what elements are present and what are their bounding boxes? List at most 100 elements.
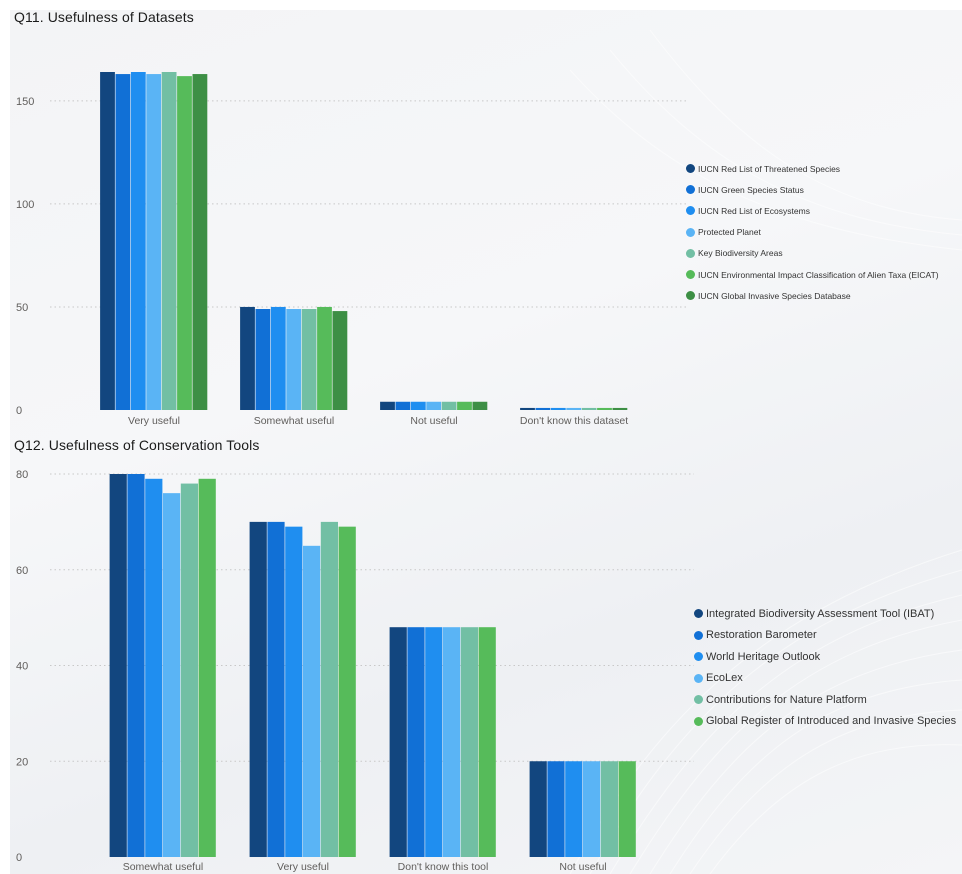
q12-bar[interactable] bbox=[320, 521, 338, 858]
legend-marker-icon bbox=[686, 227, 695, 237]
q12-bar[interactable] bbox=[529, 761, 547, 857]
q11-legend-item[interactable]: IUCN Red List of Ecosystems bbox=[686, 200, 939, 221]
legend-label: EcoLex bbox=[706, 672, 743, 685]
q12-bar[interactable] bbox=[425, 627, 443, 857]
q11-bar[interactable] bbox=[535, 407, 551, 410]
q11-bar[interactable] bbox=[566, 407, 582, 410]
q11-bar[interactable] bbox=[301, 309, 317, 410]
q12-bar[interactable] bbox=[389, 627, 407, 857]
q12-chart-panel: Q12. Usefulness of Conservation Tools 0 2… bbox=[10, 436, 962, 874]
q12-legend-item[interactable]: World Heritage Outlook bbox=[694, 646, 956, 668]
q11-legend-item[interactable]: Key Biodiversity Areas bbox=[686, 243, 939, 264]
q11-legend-item[interactable]: IUCN Green Species Status bbox=[686, 179, 939, 200]
q12-legend-item[interactable]: Integrated Biodiversity Assessment Tool … bbox=[694, 603, 956, 625]
q12-category-label: Don't know this tool bbox=[398, 861, 489, 873]
q11-bar[interactable] bbox=[581, 407, 597, 410]
q12-legend: Integrated Biodiversity Assessment Tool … bbox=[694, 603, 956, 732]
legend-marker-icon bbox=[686, 291, 695, 301]
q11-bar[interactable] bbox=[286, 309, 302, 410]
q12-bar[interactable] bbox=[285, 526, 303, 857]
legend-marker-icon bbox=[694, 630, 703, 640]
q12-bar[interactable] bbox=[267, 521, 285, 858]
q11-bar[interactable] bbox=[161, 72, 177, 410]
q12-bar[interactable] bbox=[460, 627, 478, 857]
legend-marker-icon bbox=[686, 270, 695, 280]
q12-bar[interactable] bbox=[127, 474, 145, 857]
q11-bar[interactable] bbox=[177, 76, 192, 411]
q11-bar[interactable] bbox=[472, 401, 488, 410]
q11-legend-item[interactable]: IUCN Environmental Impact Classification… bbox=[686, 264, 939, 285]
q11-bar[interactable] bbox=[255, 309, 271, 410]
legend-label: IUCN Red List of Threatened Species bbox=[698, 163, 841, 174]
q11-bar[interactable] bbox=[612, 407, 628, 410]
q11-bar[interactable] bbox=[441, 401, 457, 410]
q12-bar[interactable] bbox=[583, 761, 601, 857]
q11-bar[interactable] bbox=[130, 72, 146, 410]
q12-bar[interactable] bbox=[547, 761, 565, 857]
q11-chart-panel: Q11. Usefulness of Datasets 0 50 100 150 Ver… bbox=[10, 10, 962, 440]
q12-bar[interactable] bbox=[198, 478, 216, 857]
q11-bar[interactable] bbox=[520, 407, 535, 410]
q11-legend-item[interactable]: IUCN Red List of Threatened Species bbox=[686, 158, 939, 179]
q12-bar[interactable] bbox=[443, 627, 461, 857]
q12-legend-item[interactable]: Global Register of Introduced and Invasi… bbox=[694, 711, 956, 733]
q11-bar[interactable] bbox=[380, 401, 395, 410]
q12-y-tick-label: 20 bbox=[16, 756, 28, 768]
q11-bar[interactable] bbox=[317, 306, 332, 410]
legend-marker-icon bbox=[686, 206, 695, 216]
q11-y-tick-label: 150 bbox=[16, 96, 34, 108]
q12-bar[interactable] bbox=[478, 627, 496, 857]
q12-bar-chart: 0 20 40 60 80 Somewhat useful Very useful Don't… bbox=[16, 469, 694, 873]
legend-label: Integrated Biodiversity Assessment Tool … bbox=[706, 607, 935, 620]
legend-marker-icon bbox=[694, 652, 703, 662]
q12-chart-title: Q12. Usefulness of Conservation Tools bbox=[14, 437, 260, 453]
legend-label: IUCN Environmental Impact Classification… bbox=[698, 269, 939, 280]
q12-bar[interactable] bbox=[338, 526, 356, 857]
legend-label: Restoration Barometer bbox=[706, 629, 817, 642]
q12-bar[interactable] bbox=[163, 493, 181, 857]
q12-bar[interactable] bbox=[145, 478, 163, 857]
q11-bar[interactable] bbox=[240, 306, 255, 410]
legend-label: IUCN Red List of Ecosystems bbox=[698, 205, 810, 216]
q11-bar[interactable] bbox=[115, 74, 131, 410]
q11-category-label: Very useful bbox=[128, 415, 180, 427]
q11-legend-item[interactable]: Protected Planet bbox=[686, 222, 939, 243]
q12-legend-item[interactable]: Contributions for Nature Platform bbox=[694, 689, 956, 711]
q11-bar[interactable] bbox=[550, 407, 566, 410]
q12-bar[interactable] bbox=[180, 483, 198, 857]
q12-category-label: Not useful bbox=[559, 861, 606, 873]
q12-bar[interactable] bbox=[618, 761, 636, 857]
q11-legend-item[interactable]: IUCN Global Invasive Species Database bbox=[686, 285, 939, 306]
q11-bar[interactable] bbox=[410, 401, 426, 410]
q11-bar[interactable] bbox=[426, 401, 442, 410]
q12-legend-item[interactable]: Restoration Barometer bbox=[694, 625, 956, 647]
legend-label: Key Biodiversity Areas bbox=[698, 248, 783, 259]
legend-marker-icon bbox=[694, 716, 703, 726]
q11-category-label: Don't know this dataset bbox=[520, 415, 628, 427]
q12-bar[interactable] bbox=[109, 474, 127, 857]
q12-bar[interactable] bbox=[303, 545, 321, 857]
q11-bar[interactable] bbox=[395, 401, 411, 410]
q11-bar[interactable] bbox=[192, 74, 208, 410]
q11-bar[interactable] bbox=[100, 72, 115, 410]
q11-bar[interactable] bbox=[597, 407, 612, 410]
q11-bar[interactable] bbox=[332, 311, 348, 410]
q11-bar[interactable] bbox=[270, 306, 286, 410]
q12-legend-item[interactable]: EcoLex bbox=[694, 668, 956, 690]
legend-marker-icon bbox=[694, 609, 703, 619]
q11-bar[interactable] bbox=[457, 401, 472, 410]
legend-label: IUCN Green Species Status bbox=[698, 184, 804, 195]
q12-bar[interactable] bbox=[407, 627, 425, 857]
q12-bar[interactable] bbox=[249, 521, 267, 858]
legend-label: Protected Planet bbox=[698, 227, 761, 238]
q11-legend: IUCN Red List of Threatened Species IUCN … bbox=[686, 158, 939, 306]
q11-y-tick-label: 50 bbox=[16, 302, 28, 314]
q12-y-tick-label: 40 bbox=[16, 661, 28, 673]
q12-bar[interactable] bbox=[600, 761, 618, 857]
q11-bar[interactable] bbox=[146, 74, 162, 410]
legend-marker-icon bbox=[686, 185, 695, 195]
q11-y-tick-label: 0 bbox=[16, 405, 22, 417]
q12-bar[interactable] bbox=[565, 761, 583, 857]
q11-category-label: Not useful bbox=[410, 415, 457, 427]
legend-marker-icon bbox=[686, 164, 695, 174]
